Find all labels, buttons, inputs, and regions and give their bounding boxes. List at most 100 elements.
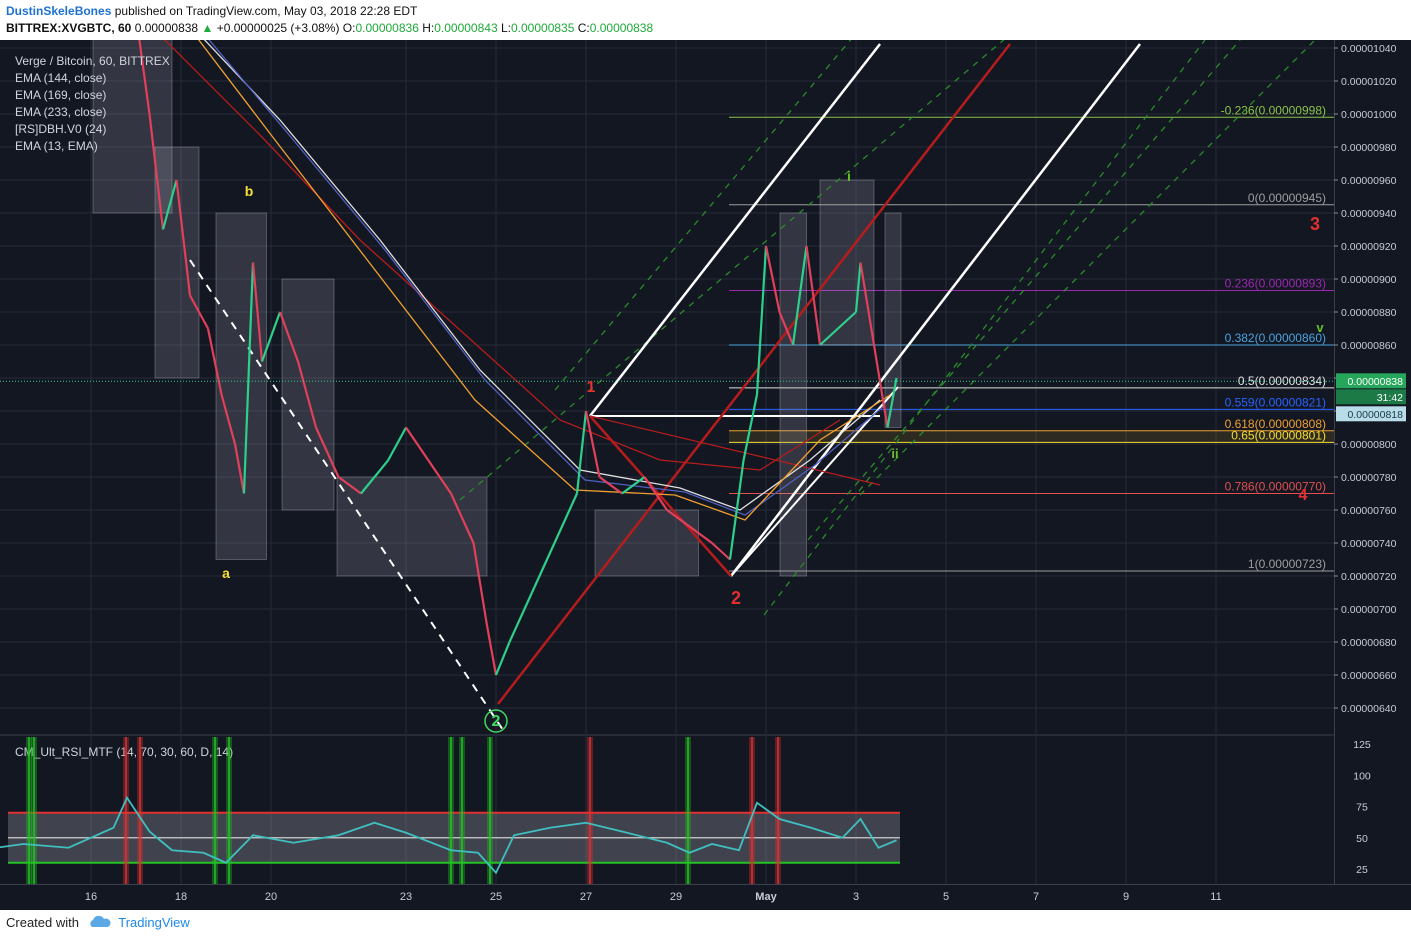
rsi-pane: 125 100 75 50 25 [0, 737, 1371, 884]
time-tick-label: 9 [1123, 891, 1129, 903]
price-segment [575, 410, 588, 494]
tradingview-logo-icon [89, 915, 111, 932]
fib-level-label: 0.618(0.00000808) [1225, 417, 1326, 431]
price-segment [755, 245, 768, 395]
created-with-label: Created with [6, 915, 79, 930]
price-segment [666, 509, 691, 528]
price-segment [688, 525, 713, 544]
price-tick-label: 0.00000720 [1341, 571, 1397, 583]
price-segment [859, 262, 876, 346]
quote-header: BITTREX:XVGBTC, 60 0.00000838 ▲ +0.00000… [6, 21, 653, 37]
wave-dashed-line [189, 259, 506, 734]
time-axis[interactable]: 16 18 20 23 25 27 29 May 3 5 7 9 11 [85, 891, 1222, 903]
price-tick-label: 0.00000860 [1341, 340, 1397, 352]
price-segment [360, 459, 389, 495]
fib-level-label: 0.65(0.00000801) [1231, 428, 1326, 442]
wave-label-circle [484, 709, 508, 733]
price-segment [742, 394, 759, 461]
price-segment [175, 179, 192, 296]
chart-area[interactable]: -0.236(0.00000998) 0(0.00000945) 0.236(0.0… [0, 40, 1411, 910]
indicator-legend-item: EMA (144, close) [15, 71, 106, 85]
close-value: 0.00000838 [589, 21, 654, 35]
price-segment [337, 476, 362, 495]
red-trend-line [497, 43, 1011, 705]
price-tick-label: 0.00000660 [1341, 670, 1397, 682]
fib-level-label: 1(0.00000723) [1248, 557, 1326, 571]
price-segment [584, 410, 601, 478]
price-segment [260, 311, 282, 362]
low-label: L: [500, 21, 511, 35]
price-segment [251, 262, 264, 362]
price-tick-label: 0.00001020 [1341, 76, 1397, 88]
time-tick-label: May [755, 891, 777, 903]
close-label: C: [577, 21, 590, 35]
indicator-legend-item: [RS]DBH.V0 (24) [15, 122, 106, 136]
indicator-legend-item: EMA (13, EMA) [15, 139, 98, 153]
fib-level-label: 0.382(0.00000860) [1225, 331, 1326, 345]
price-segment [296, 361, 318, 428]
time-tick-label: 20 [265, 891, 277, 903]
indicator-legend-item: EMA (169, close) [15, 88, 106, 102]
author-link[interactable]: DustinSkeleBones [6, 4, 112, 18]
channel-dashed-line [807, 40, 1241, 541]
price-segment [711, 542, 731, 561]
price-tick-label: 0.00000900 [1341, 274, 1397, 286]
price-change: +0.00000025 (+3.08%) [216, 21, 340, 35]
wave-label: b [245, 183, 254, 199]
price-segment [643, 476, 668, 511]
price-tag-label: 0.00000838 [1348, 376, 1404, 388]
channel-white-line [730, 43, 1141, 577]
fibonacci-retracement: -0.236(0.00000998) 0(0.00000945) 0.236(0.0… [729, 103, 1334, 572]
price-segment [148, 113, 165, 230]
price-tag [1336, 389, 1406, 405]
price-segment [494, 641, 511, 676]
fib-level-label: 0.236(0.00000893) [1225, 277, 1326, 291]
price-segment [553, 493, 579, 544]
ema-line [208, 40, 886, 516]
time-tick-label: 16 [85, 891, 97, 903]
price-segment [485, 625, 498, 676]
price-segment [872, 344, 889, 428]
wave-label: v [1316, 320, 1324, 335]
wave-label: 2 [731, 588, 741, 608]
price-segment [764, 245, 781, 313]
price-tick-label: 0.00000700 [1341, 604, 1397, 616]
red-trend-line [589, 415, 732, 577]
symbol-label: BITTREX:XVGBTC, 60 [6, 21, 132, 35]
channel-dashed-line [763, 40, 1206, 616]
wave-label: i [847, 168, 851, 184]
range-box [884, 212, 902, 428]
indicator-legend: Verge / Bitcoin, 60, BITTREX EMA (144, cl… [15, 54, 233, 759]
price-segment [837, 311, 857, 330]
price-tick-label: 0.00000800 [1341, 439, 1397, 451]
price-segment [233, 443, 246, 494]
fib-level-label: 0.559(0.00000821) [1225, 395, 1326, 409]
tradingview-link[interactable]: TradingView [118, 915, 190, 930]
price-segment [778, 311, 795, 346]
price-segment [728, 460, 745, 560]
price-tick-label: 0.00000960 [1341, 175, 1397, 187]
red-trend-line [589, 415, 881, 486]
open-value: 0.00000836 [355, 21, 419, 35]
range-box [819, 179, 875, 346]
price-segment [854, 262, 862, 313]
price-segment [427, 459, 452, 495]
price-tag-label: 0.00000818 [1348, 409, 1404, 421]
time-tick-label: 11 [1210, 891, 1221, 903]
price-segment [598, 476, 623, 495]
time-tick-label: 29 [670, 891, 682, 903]
footer: Created with TradingView [6, 915, 190, 932]
price-axis[interactable]: 0.00001040 0.00001020 0.00001000 0.00000980… [1334, 43, 1406, 715]
ema-line [197, 40, 891, 521]
price-tick-label: 0.00000740 [1341, 538, 1397, 550]
wave-label: 3 [1310, 214, 1320, 234]
wave-label: 2 [492, 713, 501, 730]
wave-label: a [222, 565, 230, 581]
time-tick-label: 25 [490, 891, 502, 903]
rsi-line [0, 795, 897, 875]
price-segment [189, 294, 209, 330]
time-tick-label: 3 [853, 891, 859, 903]
price-segment [138, 40, 151, 115]
wave-label: 4 [1299, 487, 1308, 504]
